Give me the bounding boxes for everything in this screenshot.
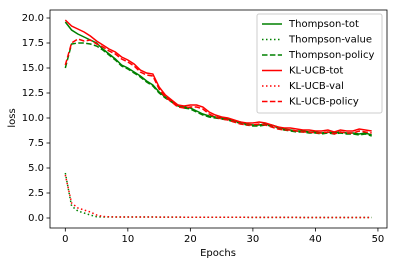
legend-label: KL-UCB-tot xyxy=(289,66,343,77)
y-tick-label: 7.5 xyxy=(28,138,44,149)
series-line xyxy=(64,38,372,135)
y-tick-label: 15.0 xyxy=(22,63,44,74)
y-tick-label: 0.0 xyxy=(28,213,44,224)
x-tick-label: 30 xyxy=(247,234,260,245)
x-tick-label: 40 xyxy=(309,234,322,245)
plot-frame xyxy=(49,9,388,229)
x-tick-label: 50 xyxy=(372,234,385,245)
x-tick-label: 20 xyxy=(184,234,197,245)
legend-label: Thompson-policy xyxy=(288,50,374,61)
y-tick-label: 2.5 xyxy=(28,188,44,199)
series-line xyxy=(64,172,372,219)
x-tick-label: 10 xyxy=(121,234,134,245)
legend-label: KL-UCB-val xyxy=(289,81,344,92)
legend-label: Thompson-tot xyxy=(288,19,359,30)
y-tick-label: 12.5 xyxy=(22,88,44,99)
x-axis-label: Epochs xyxy=(200,248,236,259)
series-line xyxy=(64,19,372,133)
y-tick-label: 5.0 xyxy=(28,163,44,174)
legend-label: KL-UCB-policy xyxy=(289,97,359,108)
legend-label: Thompson-value xyxy=(288,35,372,46)
y-axis-label: loss xyxy=(7,108,18,127)
legend-box xyxy=(256,13,383,114)
series-line xyxy=(64,174,372,219)
y-tick-label: 20.0 xyxy=(22,13,44,24)
y-tick-label: 17.5 xyxy=(22,38,44,49)
x-tick-label: 0 xyxy=(62,234,68,245)
y-tick-label: 10.0 xyxy=(22,113,44,124)
